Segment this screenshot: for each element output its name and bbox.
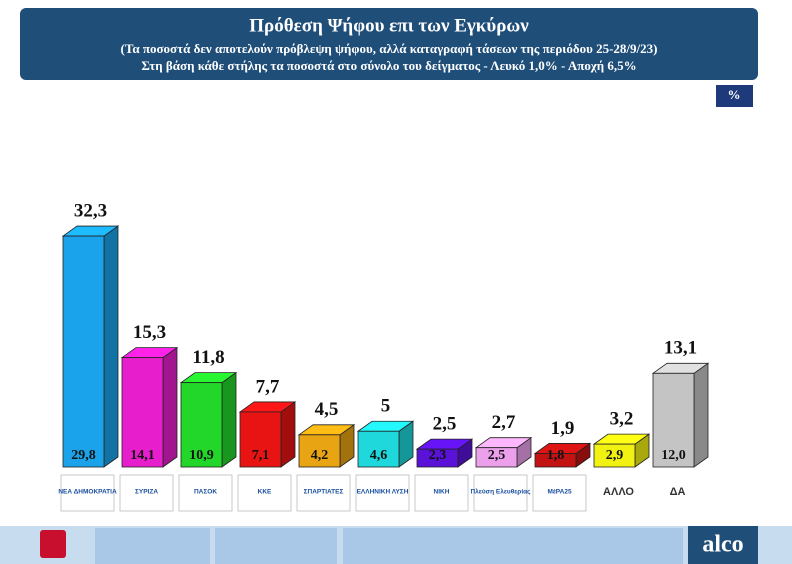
footer-block: [343, 528, 683, 564]
logo-box: [473, 474, 528, 512]
header-box: [20, 8, 758, 80]
brand-box: [688, 526, 758, 564]
sample-value-label: 4,2: [311, 448, 329, 463]
logo-box: [532, 474, 587, 512]
x-tick-label: ΣΥΡΙΖΑ: [135, 489, 158, 496]
brand: alco: [702, 532, 743, 558]
bar: [121, 357, 164, 468]
value-label: 7,7: [256, 376, 280, 397]
bar: [298, 434, 341, 468]
channel-logo: [40, 530, 66, 558]
bar: [62, 235, 105, 468]
bar: [357, 430, 400, 468]
sample-value-label: 10,9: [189, 448, 214, 463]
bar: [593, 443, 636, 468]
footer-block: [95, 528, 210, 564]
value-label: 1,9: [551, 418, 575, 439]
logo-box: [119, 474, 174, 512]
value-label: 2,5: [433, 413, 457, 434]
x-tick-label: ΣΠΑΡΤΙΑΤΕΣ: [304, 489, 344, 496]
logo-box: [60, 474, 115, 512]
logo-box: [355, 474, 410, 512]
sample-value-label: 7,1: [252, 448, 270, 463]
sample-value-label: 29,8: [71, 448, 96, 463]
x-tick-label: ΕΛΛΗΝΙΚΗ ΛΥΣΗ: [357, 489, 409, 496]
bar-side: [280, 401, 296, 468]
logo-box: [178, 474, 233, 512]
value-label: 2,7: [492, 412, 516, 433]
x-tick-label: ΜέΡΑ25: [547, 489, 572, 496]
subtitle: (Τα ποσοστά δεν αποτελούν πρόβλεψη ψήφου…: [121, 41, 658, 56]
value-label: 15,3: [133, 322, 166, 343]
value-label: 4,5: [315, 399, 339, 420]
x-tick-label: ΚΚΕ: [258, 489, 272, 496]
unit-badge: [716, 85, 753, 107]
bar: [475, 447, 518, 468]
bar-side: [221, 371, 237, 468]
value-label: 3,2: [610, 408, 634, 429]
x-tick-label: ΠΑΣΟΚ: [194, 489, 217, 496]
chart-title: Πρόθεση Ψήφου επι των Εγκύρων: [249, 15, 529, 36]
value-label: 11,8: [192, 347, 224, 368]
value-label: 32,3: [74, 200, 107, 221]
x-tick-label: ΑΛΛΟ: [603, 486, 634, 498]
sample-value-label: 14,1: [130, 448, 155, 463]
x-tick-label: ΔΑ: [670, 486, 686, 498]
sample-value-label: 4,6: [370, 448, 388, 463]
footer-block: [215, 528, 337, 564]
bar: [180, 382, 223, 468]
unit-badge-text: %: [728, 87, 741, 102]
sample-value-label: 2,3: [429, 448, 447, 463]
x-tick-label: ΝΙΚΗ: [434, 489, 450, 496]
bar-side: [693, 362, 709, 468]
sample-value-label: 1,8: [547, 448, 565, 463]
x-tick-label: ΝΕΑ ΔΗΜΟΚΡΑΤΙΑ: [58, 489, 117, 496]
logo-box: [237, 474, 292, 512]
logo-box: [296, 474, 351, 512]
value-label: 13,1: [664, 338, 697, 359]
bar: [652, 372, 695, 468]
sample-value-label: 12,0: [661, 448, 686, 463]
logo-box: [414, 474, 469, 512]
bar: [416, 448, 459, 468]
sample-value-label: 2,9: [606, 448, 624, 463]
x-tick-label: Πλεύση Ελευθερίας: [470, 488, 531, 496]
bar-side: [103, 225, 119, 468]
bar: [239, 411, 282, 468]
bar-side: [162, 346, 178, 468]
bar: [534, 453, 577, 468]
value-label: 5: [381, 396, 391, 417]
subtitle: Στη βάση κάθε στήλης τα ποσοστά στο σύνο…: [141, 58, 636, 73]
sample-value-label: 2,5: [488, 448, 506, 463]
